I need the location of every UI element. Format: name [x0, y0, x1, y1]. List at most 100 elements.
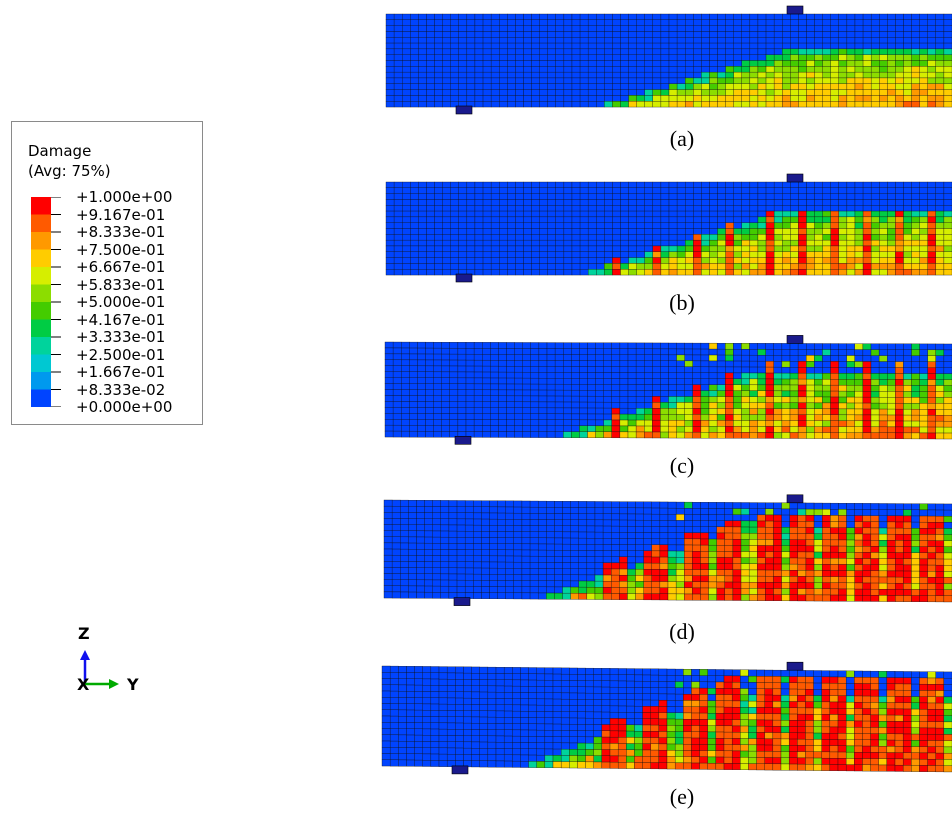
- mesh-element: [425, 377, 434, 384]
- mesh-element: [927, 228, 937, 235]
- mesh-element: [418, 13, 427, 21]
- mesh-element: [701, 199, 710, 206]
- mesh-element: [701, 42, 710, 50]
- mesh-element: [652, 366, 661, 373]
- mesh-element: [757, 520, 766, 528]
- mesh-element: [911, 199, 920, 206]
- mesh-element: [499, 210, 508, 218]
- mesh-element: [463, 697, 472, 705]
- mesh-element: [495, 685, 505, 693]
- mesh-element: [725, 354, 734, 362]
- mesh-element: [384, 407, 394, 414]
- mesh-element: [935, 13, 945, 21]
- mesh-element: [870, 210, 880, 218]
- mesh-element: [603, 372, 613, 379]
- mesh-element: [442, 95, 451, 102]
- mesh-element: [474, 37, 484, 44]
- mesh-element: [456, 524, 466, 532]
- mesh-element: [862, 95, 872, 102]
- mesh-element: [465, 413, 475, 420]
- mesh-element: [620, 89, 629, 96]
- mesh-element: [391, 506, 401, 513]
- mesh-element: [546, 389, 556, 397]
- mesh-element: [432, 543, 442, 550]
- mesh-element: [660, 228, 670, 235]
- mesh-element: [410, 216, 419, 223]
- mesh-element: [569, 692, 578, 700]
- mesh-element: [636, 263, 645, 270]
- mesh-element: [391, 518, 401, 525]
- mesh-element: [708, 544, 717, 552]
- mesh-element: [854, 385, 864, 392]
- mesh-element: [782, 263, 791, 270]
- mesh-element: [643, 538, 652, 545]
- mesh-element: [562, 586, 571, 594]
- mesh-element: [701, 210, 710, 218]
- mesh-element: [507, 66, 516, 73]
- mesh-element: [693, 234, 702, 241]
- mesh-element: [448, 567, 458, 575]
- mesh-element: [611, 544, 620, 551]
- mesh-element: [555, 48, 565, 55]
- mesh-element: [465, 342, 475, 349]
- mesh-element: [383, 512, 393, 519]
- mesh-element: [563, 95, 573, 102]
- mesh-element: [659, 544, 669, 552]
- mesh-element: [821, 533, 831, 541]
- mesh-element: [749, 83, 759, 90]
- mesh-element: [627, 360, 637, 367]
- mesh-element: [927, 66, 937, 73]
- mesh-element: [854, 361, 864, 368]
- mesh-element: [530, 354, 540, 361]
- mesh-element: [471, 691, 480, 699]
- mesh-element: [854, 245, 864, 252]
- mesh-element: [684, 378, 694, 385]
- mesh-element: [919, 66, 928, 73]
- mesh-element: [789, 539, 799, 546]
- mesh-element: [628, 193, 637, 200]
- mesh-element: [741, 210, 751, 218]
- mesh-element: [414, 709, 423, 717]
- mesh-element: [789, 570, 799, 577]
- mesh-element: [927, 589, 936, 596]
- mesh-element: [830, 582, 839, 590]
- mesh-element: [570, 562, 579, 569]
- mesh-element: [414, 684, 423, 692]
- mesh-element: [813, 576, 823, 583]
- mesh-element: [887, 373, 896, 380]
- mesh-element: [935, 361, 945, 368]
- mesh-element: [585, 711, 594, 719]
- mesh-element: [887, 343, 896, 350]
- mesh-element: [563, 413, 572, 421]
- mesh-element: [554, 431, 564, 438]
- mesh-element: [458, 205, 468, 212]
- mesh-element: [604, 205, 613, 212]
- mesh-element: [393, 77, 403, 84]
- mesh-element: [409, 395, 418, 402]
- mesh-element: [895, 589, 904, 596]
- mesh-element: [546, 366, 556, 373]
- mesh-element: [643, 550, 652, 558]
- mesh-element: [381, 722, 391, 729]
- mesh-element: [433, 401, 442, 408]
- mesh-element: [612, 83, 621, 90]
- mesh-element: [813, 582, 823, 589]
- mesh-element: [555, 101, 565, 108]
- mesh-element: [903, 521, 912, 529]
- mesh-element: [563, 89, 573, 96]
- mesh-element: [619, 568, 628, 576]
- mesh-element: [919, 263, 928, 270]
- mesh-element: [709, 187, 718, 194]
- mesh-element: [830, 432, 839, 439]
- mesh-element: [684, 193, 694, 200]
- mesh-element: [935, 503, 945, 511]
- mesh-element: [438, 722, 448, 730]
- mesh-element: [838, 594, 847, 602]
- mesh-element: [943, 540, 952, 548]
- mesh-element: [410, 101, 419, 108]
- mesh-element: [668, 378, 677, 385]
- mesh-element: [846, 25, 856, 32]
- mesh-element: [424, 512, 433, 519]
- mesh-element: [448, 518, 458, 526]
- mesh-element: [426, 37, 435, 44]
